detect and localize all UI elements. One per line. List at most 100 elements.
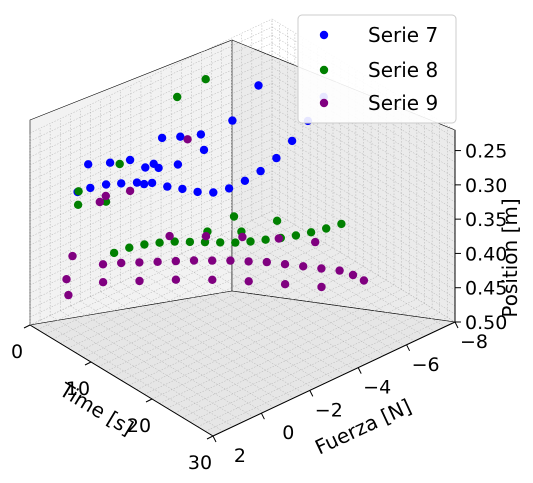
grid-line xyxy=(271,82,456,195)
point-serie-8-13 xyxy=(140,240,149,249)
grid-line xyxy=(29,50,273,166)
grid-line xyxy=(160,263,345,375)
grid-line xyxy=(271,66,456,179)
y-tick-label: −6 xyxy=(412,354,440,376)
point-serie-8-14 xyxy=(125,243,134,252)
legend-label-serie-8: Serie 8 xyxy=(368,58,438,82)
point-serie-9-5 xyxy=(189,256,199,265)
grid-line xyxy=(271,170,456,283)
grid-line xyxy=(29,18,273,134)
grid-line xyxy=(29,154,273,270)
point-serie-8-21 xyxy=(201,75,210,84)
grid-lines xyxy=(29,18,456,437)
grid-line xyxy=(90,296,274,408)
grid-line xyxy=(271,34,456,147)
x-tick-mark xyxy=(23,324,31,329)
grid-line xyxy=(29,58,273,174)
point-serie-7-7 xyxy=(209,188,218,197)
grid-line xyxy=(29,106,273,222)
y-tick-label: −2 xyxy=(315,399,343,421)
point-serie-7-2 xyxy=(287,136,297,146)
grid-line xyxy=(271,162,456,275)
grid-line xyxy=(231,229,415,342)
grid-line xyxy=(29,122,273,238)
point-serie-9-16 xyxy=(165,231,174,241)
point-serie-7-14 xyxy=(101,180,111,189)
point-serie-9-6 xyxy=(208,256,217,265)
grid-line xyxy=(211,239,395,351)
x-tick-label: 10 xyxy=(66,378,90,400)
grid-line xyxy=(45,220,288,335)
point-serie-7-24 xyxy=(84,160,93,169)
grid-line xyxy=(60,310,244,422)
point-serie-7-12 xyxy=(132,178,142,187)
grid-line xyxy=(191,248,375,361)
z-tick-label: 0.30 xyxy=(465,175,507,197)
point-serie-9-12 xyxy=(317,264,326,273)
point-serie-9-20 xyxy=(311,237,320,247)
legend-marker-serie-8 xyxy=(319,65,329,75)
x-axis-line xyxy=(29,324,214,437)
point-serie-9-17 xyxy=(201,232,211,241)
grid-line xyxy=(181,253,365,365)
grid-line xyxy=(271,74,456,187)
grid-line xyxy=(271,122,456,235)
z-tick-label: 0.50 xyxy=(465,312,507,334)
x-axis-label: Time [s] xyxy=(55,377,138,440)
point-serie-8-22 xyxy=(74,187,83,196)
point-serie-8-23 xyxy=(115,159,124,169)
x-tick-mark xyxy=(145,398,153,403)
point-serie-8-2 xyxy=(306,228,316,237)
point-serie-7-11 xyxy=(147,178,157,188)
grid-line xyxy=(271,138,456,251)
grid-line xyxy=(29,186,273,302)
y-axis-line xyxy=(212,321,456,437)
grid-line xyxy=(271,210,456,323)
grid-line xyxy=(60,229,303,344)
point-serie-8-0 xyxy=(337,219,346,229)
axis-edges xyxy=(29,130,456,437)
grid-line xyxy=(271,90,456,203)
point-serie-7-26 xyxy=(154,163,163,173)
legend: Serie 7 Serie 8 Serie 9 xyxy=(297,14,457,124)
point-serie-8-11 xyxy=(170,237,179,246)
grid-line xyxy=(171,258,355,370)
z-tick-label: 0.35 xyxy=(465,209,507,231)
grid-line xyxy=(29,66,273,182)
x-tick-label: 20 xyxy=(127,415,151,437)
y-tick-label: 2 xyxy=(234,445,246,467)
grid-line xyxy=(140,272,325,384)
grid-line xyxy=(271,146,456,259)
point-serie-8-19 xyxy=(229,212,239,221)
grid-line xyxy=(271,114,456,227)
grid-line xyxy=(29,130,273,246)
grid-line xyxy=(29,34,273,150)
y-tick-mark xyxy=(309,390,314,397)
grid-line xyxy=(271,130,456,243)
point-serie-9-27 xyxy=(317,282,326,292)
point-serie-9-1 xyxy=(117,258,126,268)
grid-line xyxy=(136,275,379,390)
grid-line xyxy=(70,305,254,418)
grid-line xyxy=(68,233,311,349)
grid-line xyxy=(106,257,349,372)
legend-label-serie-9: Serie 9 xyxy=(368,91,438,115)
point-serie-9-22 xyxy=(135,276,144,286)
point-serie-7-18 xyxy=(228,116,237,125)
grid-line xyxy=(271,106,456,219)
point-serie-9-18 xyxy=(238,232,247,242)
point-serie-7-30 xyxy=(139,179,149,189)
point-serie-8-7 xyxy=(231,238,240,247)
grid-line xyxy=(80,301,264,413)
point-serie-9-23 xyxy=(171,275,181,284)
point-serie-8-20 xyxy=(173,92,182,102)
point-serie-7-10 xyxy=(163,182,172,191)
point-serie-8-1 xyxy=(322,224,331,233)
y-tick-mark xyxy=(406,344,411,352)
point-serie-9-19 xyxy=(274,234,283,243)
grid-line xyxy=(90,247,334,363)
grid-line xyxy=(130,277,314,389)
point-serie-8-8 xyxy=(216,238,225,247)
point-serie-8-15 xyxy=(109,248,119,258)
point-serie-7-19 xyxy=(199,145,209,155)
